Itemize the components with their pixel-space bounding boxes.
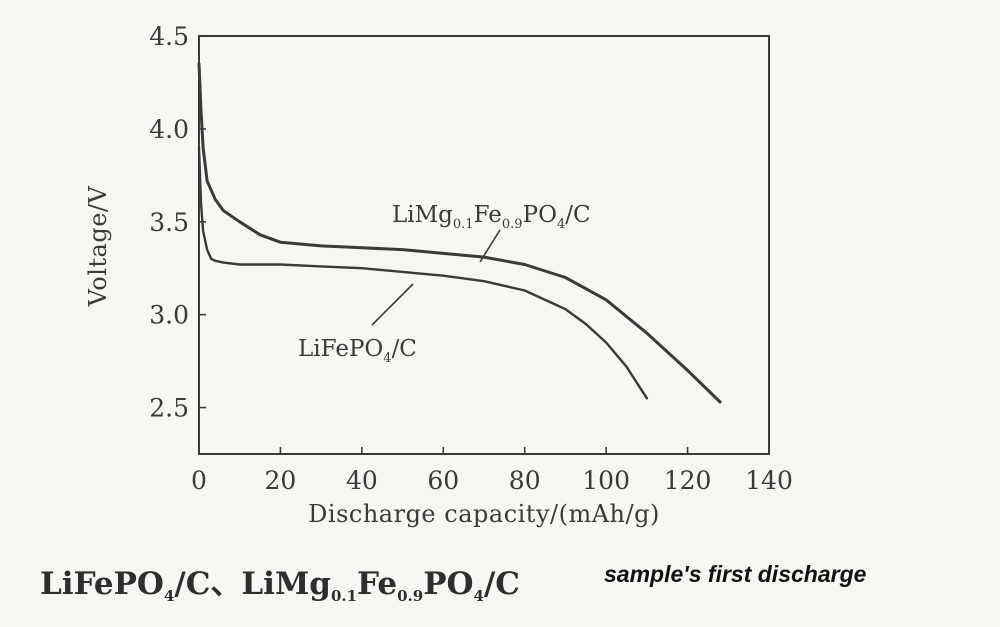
caption-sub1: 4 [163,587,175,606]
caption-part5: /C [483,566,520,602]
series-label-limg-sub2: 0.9 [502,217,523,232]
series-label-lifepo: LiFePO4/C [298,336,417,366]
caption-note: sample's first discharge [604,561,867,587]
series-label-limg-end: /C [565,202,590,228]
series-label-limg-sub3: 4 [557,217,565,232]
series-label-limg-tail: PO [523,202,557,228]
y-tick-label: 2.5 [149,394,189,423]
series-label-lifepo-main: LiFePO [298,336,383,362]
series-line-limg [197,62,722,404]
x-tick-label: 140 [745,466,793,495]
caption-sub3: 0.9 [397,587,424,606]
caption-part4: PO [423,566,474,602]
caption-part1: LiFePO [40,566,164,602]
y-tick-label: 4.0 [149,115,189,144]
series-line-lifepo [197,146,649,400]
y-axis-label: Voltage/V [84,185,112,307]
x-tick-label: 120 [664,466,712,495]
caption-sub4: 4 [473,587,484,606]
x-tick-label: 60 [427,466,459,495]
caption-part3: Fe [357,566,398,602]
series-lines [197,62,722,404]
series-pointer-limg [479,229,501,263]
series-label-limg: LiMg0.1Fe0.9PO4/C [392,202,591,232]
series-label-limg-main: LiMg [392,202,453,228]
x-tick-label: 80 [509,466,541,495]
x-axis: 0 20 40 60 80 100 120 140 [191,447,793,495]
caption-sub2: 0.1 [330,587,358,606]
series-pointer-lifepo [371,283,414,326]
caption-part2: /C、LiMg [174,566,331,602]
plot-frame [198,35,770,455]
x-tick-label: 20 [265,466,297,495]
x-tick-label: 0 [191,466,207,495]
series-label-lifepo-sub1: 4 [383,351,391,366]
x-axis-label: Discharge capacity/(mAh/g) [308,500,660,528]
figure-caption: LiFePO4/C、LiMg0.1Fe0.9PO4/C [40,558,520,605]
series-label-limg-sub1: 0.1 [453,217,474,232]
series-label-limg-mid: Fe [474,202,502,228]
y-tick-label: 3.5 [149,208,189,237]
y-tick-label: 4.5 [149,22,189,51]
series-label-lifepo-end: /C [392,336,417,362]
x-tick-label: 100 [582,466,630,495]
x-tick-label: 40 [346,466,378,495]
y-axis: 2.5 3.0 3.5 4.0 4.5 [149,22,206,423]
y-tick-label: 3.0 [149,301,189,330]
